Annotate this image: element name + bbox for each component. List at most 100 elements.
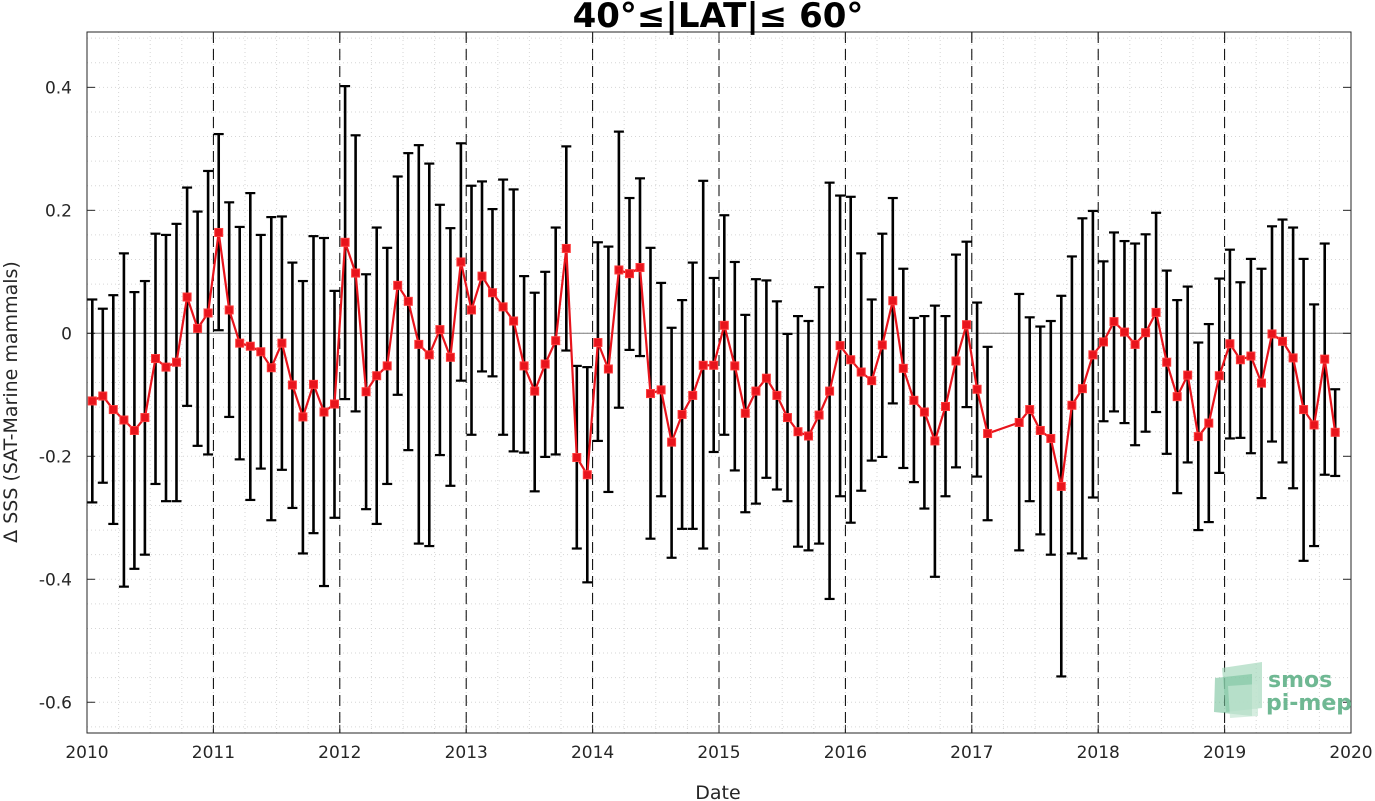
data-point bbox=[1257, 378, 1267, 388]
data-point bbox=[540, 359, 550, 369]
data-point bbox=[919, 407, 929, 417]
x-tick-label: 2012 bbox=[318, 743, 361, 763]
data-point bbox=[393, 280, 403, 290]
data-point bbox=[983, 429, 993, 439]
logo-mark-icon bbox=[1214, 662, 1262, 718]
data-point bbox=[1014, 417, 1024, 427]
data-point bbox=[930, 436, 940, 446]
data-point bbox=[1267, 329, 1277, 339]
data-point bbox=[772, 390, 782, 400]
data-point bbox=[698, 360, 708, 370]
x-tick-label: 2017 bbox=[950, 743, 993, 763]
y-tick-label: -0.2 bbox=[39, 447, 72, 467]
data-point bbox=[740, 408, 750, 418]
data-point bbox=[1119, 327, 1129, 337]
data-point bbox=[266, 363, 276, 373]
data-point bbox=[561, 243, 571, 253]
data-point bbox=[688, 390, 698, 400]
data-point bbox=[846, 355, 856, 365]
data-point bbox=[182, 292, 192, 302]
data-point bbox=[635, 263, 645, 273]
data-point bbox=[403, 296, 413, 306]
data-point bbox=[677, 409, 687, 419]
data-point bbox=[667, 437, 677, 447]
data-point bbox=[193, 323, 203, 333]
data-point bbox=[1056, 481, 1066, 491]
data-point bbox=[329, 399, 339, 409]
data-point bbox=[1109, 317, 1119, 327]
x-tick-label: 2013 bbox=[445, 743, 488, 763]
data-point bbox=[435, 325, 445, 335]
data-point bbox=[761, 373, 771, 383]
data-point bbox=[835, 341, 845, 351]
data-point bbox=[1225, 339, 1235, 349]
chart-title: 40°≤|LAT|≤ 60° bbox=[573, 0, 864, 36]
data-point bbox=[87, 396, 97, 406]
x-tick-labels: 2010 2011 2012 2013 2014 2015 2016 2017 2018 2019… bbox=[65, 743, 1372, 763]
data-point bbox=[1141, 328, 1151, 338]
data-point bbox=[256, 347, 266, 357]
data-point bbox=[1151, 307, 1161, 317]
data-point bbox=[1309, 420, 1319, 430]
x-tick-label: 2011 bbox=[192, 743, 235, 763]
data-point bbox=[719, 320, 729, 330]
x-tick-label: 2010 bbox=[65, 743, 108, 763]
data-point bbox=[877, 340, 887, 350]
x-tick-label: 2020 bbox=[1329, 743, 1372, 763]
data-point bbox=[898, 363, 908, 373]
data-point bbox=[382, 361, 392, 371]
data-point bbox=[1099, 337, 1109, 347]
y-tick-label: 0 bbox=[61, 324, 72, 344]
data-point bbox=[1235, 355, 1245, 365]
data-point bbox=[1204, 418, 1214, 428]
data-point bbox=[287, 380, 297, 390]
y-tick-label: 0.2 bbox=[45, 201, 72, 221]
data-point bbox=[414, 339, 424, 349]
logo-text-smos: smos bbox=[1268, 668, 1332, 693]
x-tick-label: 2018 bbox=[1077, 743, 1120, 763]
data-point bbox=[487, 288, 497, 298]
data-point bbox=[98, 391, 108, 401]
data-point bbox=[551, 336, 561, 346]
data-point bbox=[309, 379, 319, 389]
data-point bbox=[1130, 339, 1140, 349]
data-point bbox=[445, 352, 455, 362]
data-point bbox=[909, 395, 919, 405]
data-point bbox=[456, 257, 466, 267]
y-axis-label: Δ SSS (SAT-Marine mammals) bbox=[0, 261, 22, 543]
smos-pi-mep-logo: smos pi-mep bbox=[1214, 662, 1352, 718]
x-tick-label: 2014 bbox=[571, 743, 614, 763]
data-point bbox=[1067, 400, 1077, 410]
data-point bbox=[467, 305, 477, 315]
data-point bbox=[972, 384, 982, 394]
data-point bbox=[1299, 405, 1309, 415]
data-point bbox=[161, 362, 171, 372]
data-point bbox=[625, 269, 635, 279]
data-point bbox=[709, 360, 719, 370]
data-point bbox=[1277, 336, 1287, 346]
data-point bbox=[961, 320, 971, 330]
data-point bbox=[1077, 384, 1087, 394]
y-tick-label: -0.6 bbox=[39, 693, 72, 713]
data-point bbox=[214, 227, 224, 237]
data-point bbox=[951, 356, 961, 366]
data-point bbox=[129, 425, 139, 435]
data-point bbox=[319, 407, 329, 417]
data-point bbox=[814, 410, 824, 420]
data-point bbox=[1162, 357, 1172, 367]
data-point bbox=[340, 237, 350, 247]
data-point bbox=[1183, 370, 1193, 380]
data-point bbox=[140, 413, 150, 423]
y-tick-label: -0.4 bbox=[39, 570, 72, 590]
data-point bbox=[941, 401, 951, 411]
data-point bbox=[751, 386, 761, 396]
x-axis-label: Date bbox=[695, 782, 740, 801]
data-point bbox=[519, 361, 529, 371]
data-point bbox=[509, 316, 519, 326]
data-point bbox=[783, 413, 793, 423]
data-points bbox=[87, 227, 1340, 491]
data-point bbox=[1035, 425, 1045, 435]
data-point bbox=[108, 405, 118, 415]
data-point bbox=[530, 386, 540, 396]
